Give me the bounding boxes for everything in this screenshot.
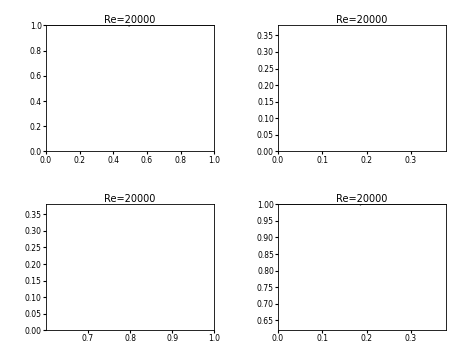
FancyArrowPatch shape [359, 203, 361, 205]
FancyArrowPatch shape [129, 24, 130, 26]
Title: Re=20000: Re=20000 [104, 193, 156, 204]
Title: Re=20000: Re=20000 [336, 15, 387, 25]
Title: Re=20000: Re=20000 [104, 15, 156, 25]
Title: Re=20000: Re=20000 [336, 193, 387, 204]
